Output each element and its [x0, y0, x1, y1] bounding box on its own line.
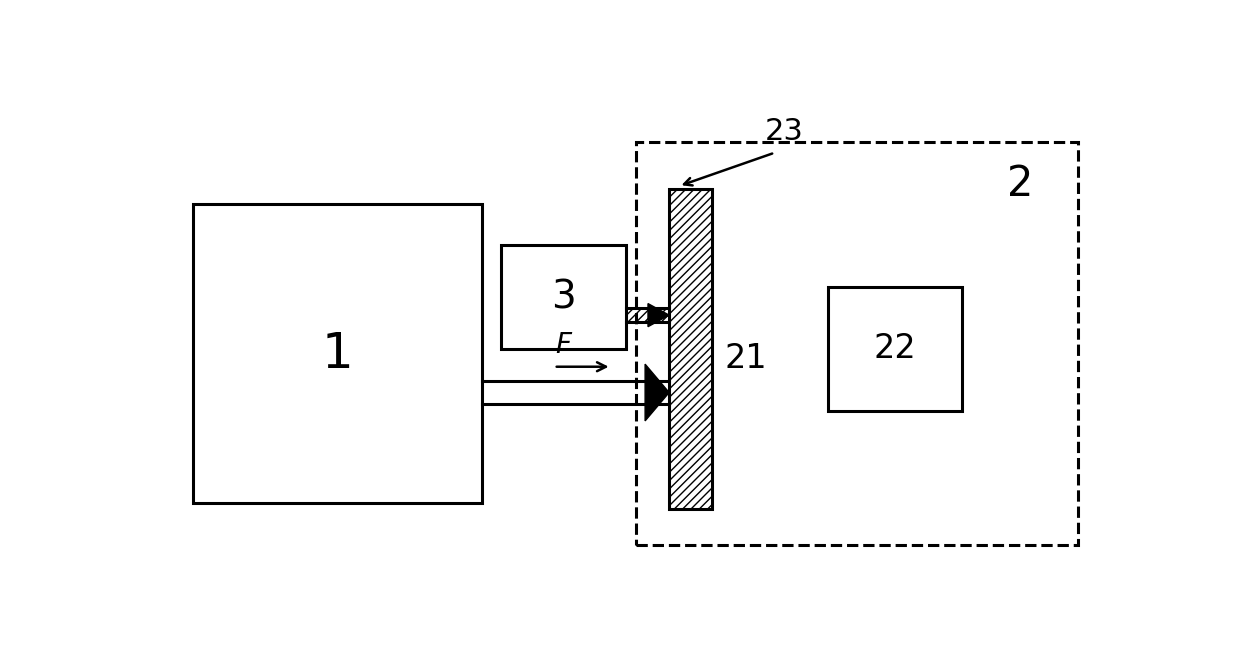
Text: 1: 1: [321, 330, 353, 378]
Text: 2: 2: [1007, 163, 1033, 204]
Bar: [828, 287, 962, 411]
Text: 3: 3: [551, 278, 575, 316]
Text: F: F: [556, 331, 572, 359]
Bar: [626, 308, 670, 322]
Text: 23: 23: [765, 117, 804, 147]
Bar: [193, 204, 481, 503]
Text: 22: 22: [874, 332, 916, 365]
Polygon shape: [645, 364, 670, 421]
Text: 21: 21: [724, 342, 768, 375]
Polygon shape: [649, 304, 670, 327]
Bar: [635, 142, 1078, 545]
Bar: [501, 245, 626, 348]
Bar: [670, 189, 712, 509]
Bar: [670, 189, 712, 509]
